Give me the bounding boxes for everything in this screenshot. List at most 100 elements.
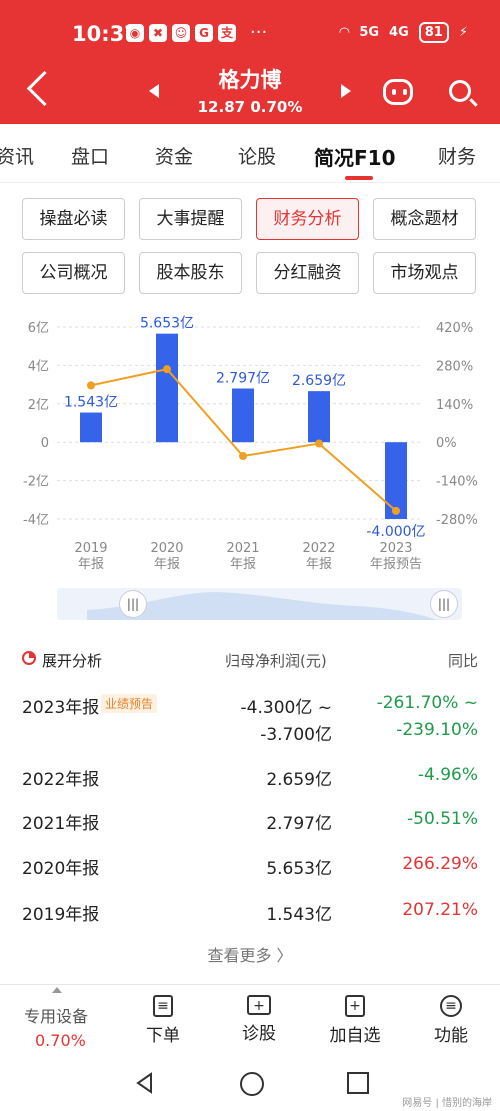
browser-icon: G	[195, 24, 213, 42]
y-tick-label: -4亿	[23, 513, 49, 528]
robot-assistant-icon[interactable]	[383, 79, 413, 105]
tab-finance[interactable]: 财务	[438, 146, 477, 168]
next-stock-icon[interactable]	[341, 84, 351, 98]
weibo-icon: ◉	[126, 24, 144, 42]
btn-trading-guide[interactable]: 操盘必读	[22, 198, 125, 240]
row-yoy: -4.96%	[417, 765, 478, 785]
row-yoy: 207.21%	[402, 900, 478, 920]
tab-capital[interactable]: 资金	[155, 146, 194, 168]
sector-info[interactable]: 专用设备 0.70%	[0, 985, 116, 1055]
y2-tick-label: 140%	[436, 398, 473, 413]
sector-change: 0.70%	[35, 1031, 86, 1050]
search-icon[interactable]	[449, 80, 471, 102]
btn-events[interactable]: 大事提醒	[139, 198, 242, 240]
functions-label: 功能	[434, 1026, 468, 1046]
row-value: 5.653亿	[266, 859, 332, 879]
tab-indicator	[345, 176, 373, 180]
bar-value-label: 1.543亿	[64, 395, 118, 411]
row-value: 2.659亿	[266, 770, 332, 790]
x-tick-label: 2023	[379, 541, 412, 556]
y-tick-label: 2亿	[28, 398, 49, 413]
functions-button[interactable]: ≡ 功能	[401, 985, 500, 1055]
battery-icon: 81	[418, 22, 449, 43]
order-label: 下单	[146, 1026, 180, 1046]
nav-recents-icon[interactable]	[347, 1072, 369, 1094]
app-icon: ✖	[149, 24, 167, 42]
tab-bar: 资讯 盘口 资金 论股 简况F10 财务	[0, 124, 500, 183]
prev-stock-icon[interactable]	[149, 84, 159, 98]
row-value: 1.543亿	[266, 905, 332, 925]
tab-orderbook[interactable]: 盘口	[71, 146, 110, 168]
yoy-point	[87, 381, 95, 390]
range-slider[interactable]: ||| |||	[57, 588, 462, 620]
system-nav-bar	[0, 1054, 500, 1111]
y2-tick-label: 280%	[436, 359, 473, 374]
x-tick-label: 2021	[226, 541, 259, 556]
more-notifications-icon: ···	[250, 22, 268, 43]
y-tick-label: -2亿	[23, 475, 49, 490]
charging-icon: ⚡	[458, 25, 468, 40]
status-bar: 10:37 ◉ ✖ ☺ G 支 ··· ◠ 5G 4G 81 ⚡	[0, 0, 500, 68]
y-tick-label: 6亿	[28, 321, 49, 336]
forecast-badge: 业绩预告	[101, 694, 158, 713]
expand-analysis[interactable]: 展开分析	[42, 652, 103, 670]
wifi-icon: ◠	[339, 25, 350, 40]
stock-name: 格力博	[218, 68, 282, 92]
btn-market-view[interactable]: 市场观点	[373, 252, 476, 294]
bar-value-label: 2.797亿	[216, 370, 270, 386]
functions-icon: ≡	[440, 995, 462, 1017]
order-icon: ≡	[153, 995, 173, 1017]
stock-quote: 12.87 0.70%	[0, 98, 500, 116]
row-yoy: -261.70% ~	[376, 693, 478, 713]
cat-app-icon: ☺	[172, 24, 190, 42]
row-period: 2022年报	[22, 770, 100, 790]
btn-dividends[interactable]: 分红融资	[256, 252, 359, 294]
bar-value-label: 5.653亿	[140, 316, 194, 332]
btn-company-profile[interactable]: 公司概况	[22, 252, 125, 294]
x-tick-label: 2020	[150, 541, 183, 556]
add-watchlist-icon: +	[345, 995, 365, 1017]
y-tick-label: 0	[41, 436, 49, 451]
x-tick-sublabel: 年报预告	[370, 557, 422, 572]
nav-back-icon[interactable]	[135, 1072, 152, 1094]
order-button[interactable]: ≡ 下单	[113, 985, 213, 1055]
yoy-point	[239, 452, 247, 461]
watermark: 网易号 | 惜别的海岸	[402, 1098, 492, 1109]
yoy-point	[315, 439, 323, 448]
row-period: 2021年报	[22, 814, 100, 834]
add-watchlist-button[interactable]: + 加自选	[305, 985, 405, 1055]
row-period: 2023年报	[22, 698, 100, 718]
col-metric: 归母净利润(元)	[225, 652, 327, 670]
btn-financial-analysis[interactable]: 财务分析	[256, 198, 359, 240]
bar	[80, 412, 102, 443]
yoy-point	[163, 365, 171, 374]
x-tick-sublabel: 年报	[154, 557, 180, 572]
row-value: -4.300亿 ~	[240, 698, 332, 718]
y2-tick-label: 0%	[436, 436, 457, 451]
app-header: 10:37 ◉ ✖ ☺ G 支 ··· ◠ 5G 4G 81 ⚡ 格力博 12.…	[0, 0, 500, 124]
slider-left-handle[interactable]: |||	[119, 590, 147, 618]
signal-4g: 4G	[389, 25, 409, 40]
bottom-toolbar: 专用设备 0.70% ≡ 下单 + 诊股 + 加自选 ≡ 功能	[0, 984, 500, 1055]
bar	[385, 442, 407, 519]
status-right: ◠ 5G 4G 81 ⚡	[339, 22, 468, 43]
view-more-link[interactable]: 查看更多 〉	[207, 946, 293, 965]
col-yoy: 同比	[447, 652, 478, 670]
x-tick-label: 2019	[74, 541, 107, 556]
signal-5g: 5G	[359, 25, 380, 40]
y2-tick-label: -280%	[436, 513, 478, 528]
y-tick-label: 4亿	[28, 359, 49, 374]
tab-news[interactable]: 资讯	[0, 146, 35, 168]
btn-shareholders[interactable]: 股本股东	[139, 252, 242, 294]
diagnose-button[interactable]: + 诊股	[209, 985, 309, 1055]
row-value: 2.797亿	[266, 814, 332, 834]
slider-right-handle[interactable]: |||	[430, 590, 458, 618]
nav-home-icon[interactable]	[240, 1072, 264, 1096]
row-value-2: -3.700亿	[260, 725, 332, 745]
y2-tick-label: -140%	[436, 475, 478, 490]
diagnose-icon: +	[247, 995, 271, 1015]
tab-discussion[interactable]: 论股	[238, 146, 277, 168]
btn-concepts[interactable]: 概念题材	[373, 198, 476, 240]
tab-f10[interactable]: 简况F10	[314, 146, 396, 170]
bar	[156, 333, 178, 443]
